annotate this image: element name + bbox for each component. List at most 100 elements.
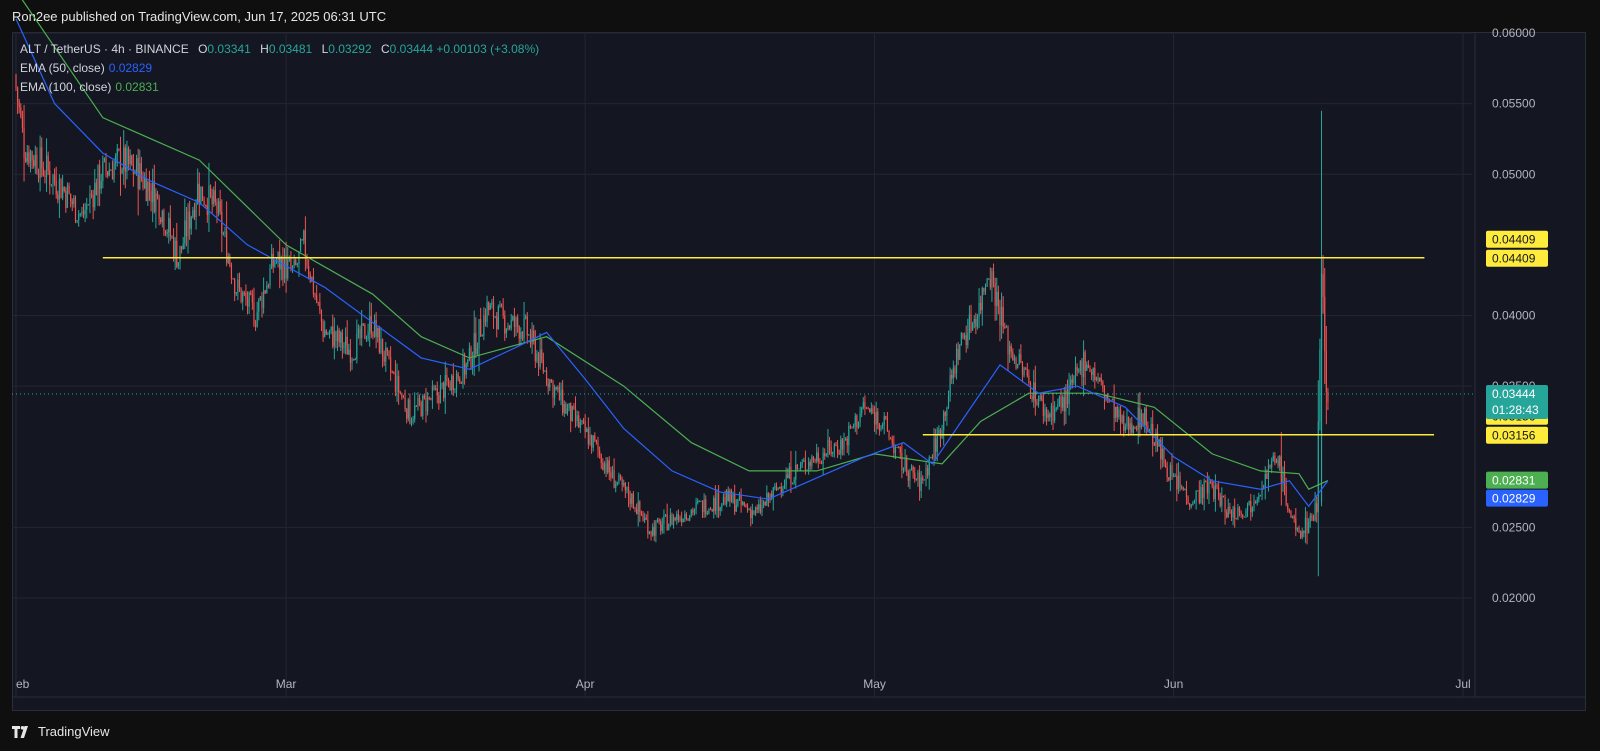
candle-191 xyxy=(322,319,324,342)
candle-708 xyxy=(1153,441,1155,446)
candle-44 xyxy=(86,197,88,219)
candle-310 xyxy=(513,307,516,338)
candle-366 xyxy=(603,461,606,474)
candle-482 xyxy=(790,450,792,493)
time-tick-2: Apr xyxy=(576,677,595,691)
candle-32 xyxy=(66,182,69,209)
horizontal-levels[interactable] xyxy=(102,256,1435,436)
candle-81 xyxy=(145,168,147,202)
candle-293 xyxy=(486,295,488,328)
candle-505 xyxy=(827,429,829,458)
candle-632 xyxy=(1031,394,1033,403)
candle-579 xyxy=(946,406,948,426)
candle-519 xyxy=(849,424,852,430)
candle-379 xyxy=(624,481,626,499)
candle-619 xyxy=(1010,343,1012,359)
candle-647 xyxy=(1055,406,1057,412)
candle-58 xyxy=(108,162,110,177)
candle-425 xyxy=(698,500,700,503)
ema100-badge-text-0: 0.02831 xyxy=(1492,474,1536,488)
candle-294 xyxy=(488,301,490,316)
candle-223 xyxy=(373,314,376,338)
candle-679 xyxy=(1107,392,1109,403)
candle-788 xyxy=(1282,466,1284,492)
candle-35 xyxy=(71,198,73,212)
ema100-row[interactable]: EMA (100, close) 0.02831 xyxy=(20,78,539,97)
symbol-label[interactable]: ALT / TetherUS · 4h · BINANCE xyxy=(20,42,189,56)
candle-18 xyxy=(44,170,46,184)
candle-584 xyxy=(954,365,956,378)
candle-145 xyxy=(248,291,250,315)
candle-789 xyxy=(1283,460,1286,496)
candle-4 xyxy=(21,110,24,133)
candle-91 xyxy=(161,209,163,228)
candle-46 xyxy=(89,185,91,214)
candle-117 xyxy=(203,196,205,206)
candle-5 xyxy=(23,104,25,182)
candle-290 xyxy=(481,334,483,337)
candle-165 xyxy=(280,255,282,281)
candle-51 xyxy=(97,164,99,206)
candle-314 xyxy=(520,327,522,346)
time-axis[interactable]: eb Mar Apr May Jun Jul xyxy=(12,677,1586,698)
candle-354 xyxy=(584,414,586,439)
candle-367 xyxy=(605,457,607,477)
candle-682 xyxy=(1111,398,1114,401)
candle-780 xyxy=(1269,464,1271,469)
candle-763 xyxy=(1242,514,1244,520)
candle-298 xyxy=(494,316,496,319)
candle-529 xyxy=(865,406,868,410)
candle-284 xyxy=(472,351,474,375)
candle-80 xyxy=(144,172,146,190)
candle-793 xyxy=(1290,510,1292,518)
candle-716 xyxy=(1166,461,1168,483)
price-axis[interactable]: 0.060000.055000.050000.040000.035000.025… xyxy=(1474,26,1536,697)
candle-532 xyxy=(870,402,872,415)
candle-173 xyxy=(293,254,295,269)
candle-664 xyxy=(1082,340,1085,397)
candle-512 xyxy=(838,449,840,456)
candle-613 xyxy=(1000,292,1003,339)
candle-386 xyxy=(636,503,638,515)
candle-49 xyxy=(94,168,96,211)
candle-527 xyxy=(862,397,864,410)
candle-78 xyxy=(140,156,143,182)
candle-795 xyxy=(1293,514,1295,523)
level-badge-0: 0.04409 xyxy=(1486,249,1548,267)
candle-139 xyxy=(238,272,241,293)
candle-391 xyxy=(644,512,646,524)
candle-324 xyxy=(536,350,538,364)
candle-37 xyxy=(74,195,77,224)
candle-297 xyxy=(492,296,495,329)
time-tick-1: Mar xyxy=(276,677,297,691)
candle-291 xyxy=(483,307,485,341)
candle-95 xyxy=(168,212,170,244)
candle-643 xyxy=(1049,412,1051,422)
ema50-row[interactable]: EMA (50, close) 0.02829 xyxy=(20,59,539,78)
candle-626 xyxy=(1021,361,1024,383)
candle-760 xyxy=(1237,503,1239,521)
candle-506 xyxy=(828,436,831,455)
tradingview-logo[interactable]: TradingView xyxy=(12,724,110,739)
candle-698 xyxy=(1137,393,1139,445)
candle-328 xyxy=(542,352,544,374)
candle-157 xyxy=(267,283,270,289)
candle-741 xyxy=(1206,472,1208,500)
candle-210 xyxy=(353,358,355,361)
candle-537 xyxy=(878,422,880,436)
candle-615 xyxy=(1004,322,1006,330)
candle-480 xyxy=(787,468,789,479)
candle-648 xyxy=(1057,398,1059,410)
candle-804 xyxy=(1308,518,1310,534)
candle-67 xyxy=(123,130,125,185)
candle-426 xyxy=(700,500,702,502)
candle-3 xyxy=(20,103,22,119)
candle-414 xyxy=(681,511,683,527)
candle-331 xyxy=(547,378,549,395)
candle-248 xyxy=(414,392,416,423)
candle-97 xyxy=(171,235,173,239)
candle-115 xyxy=(200,186,202,206)
candle-809 xyxy=(1316,496,1318,523)
candle-759 xyxy=(1235,517,1237,520)
